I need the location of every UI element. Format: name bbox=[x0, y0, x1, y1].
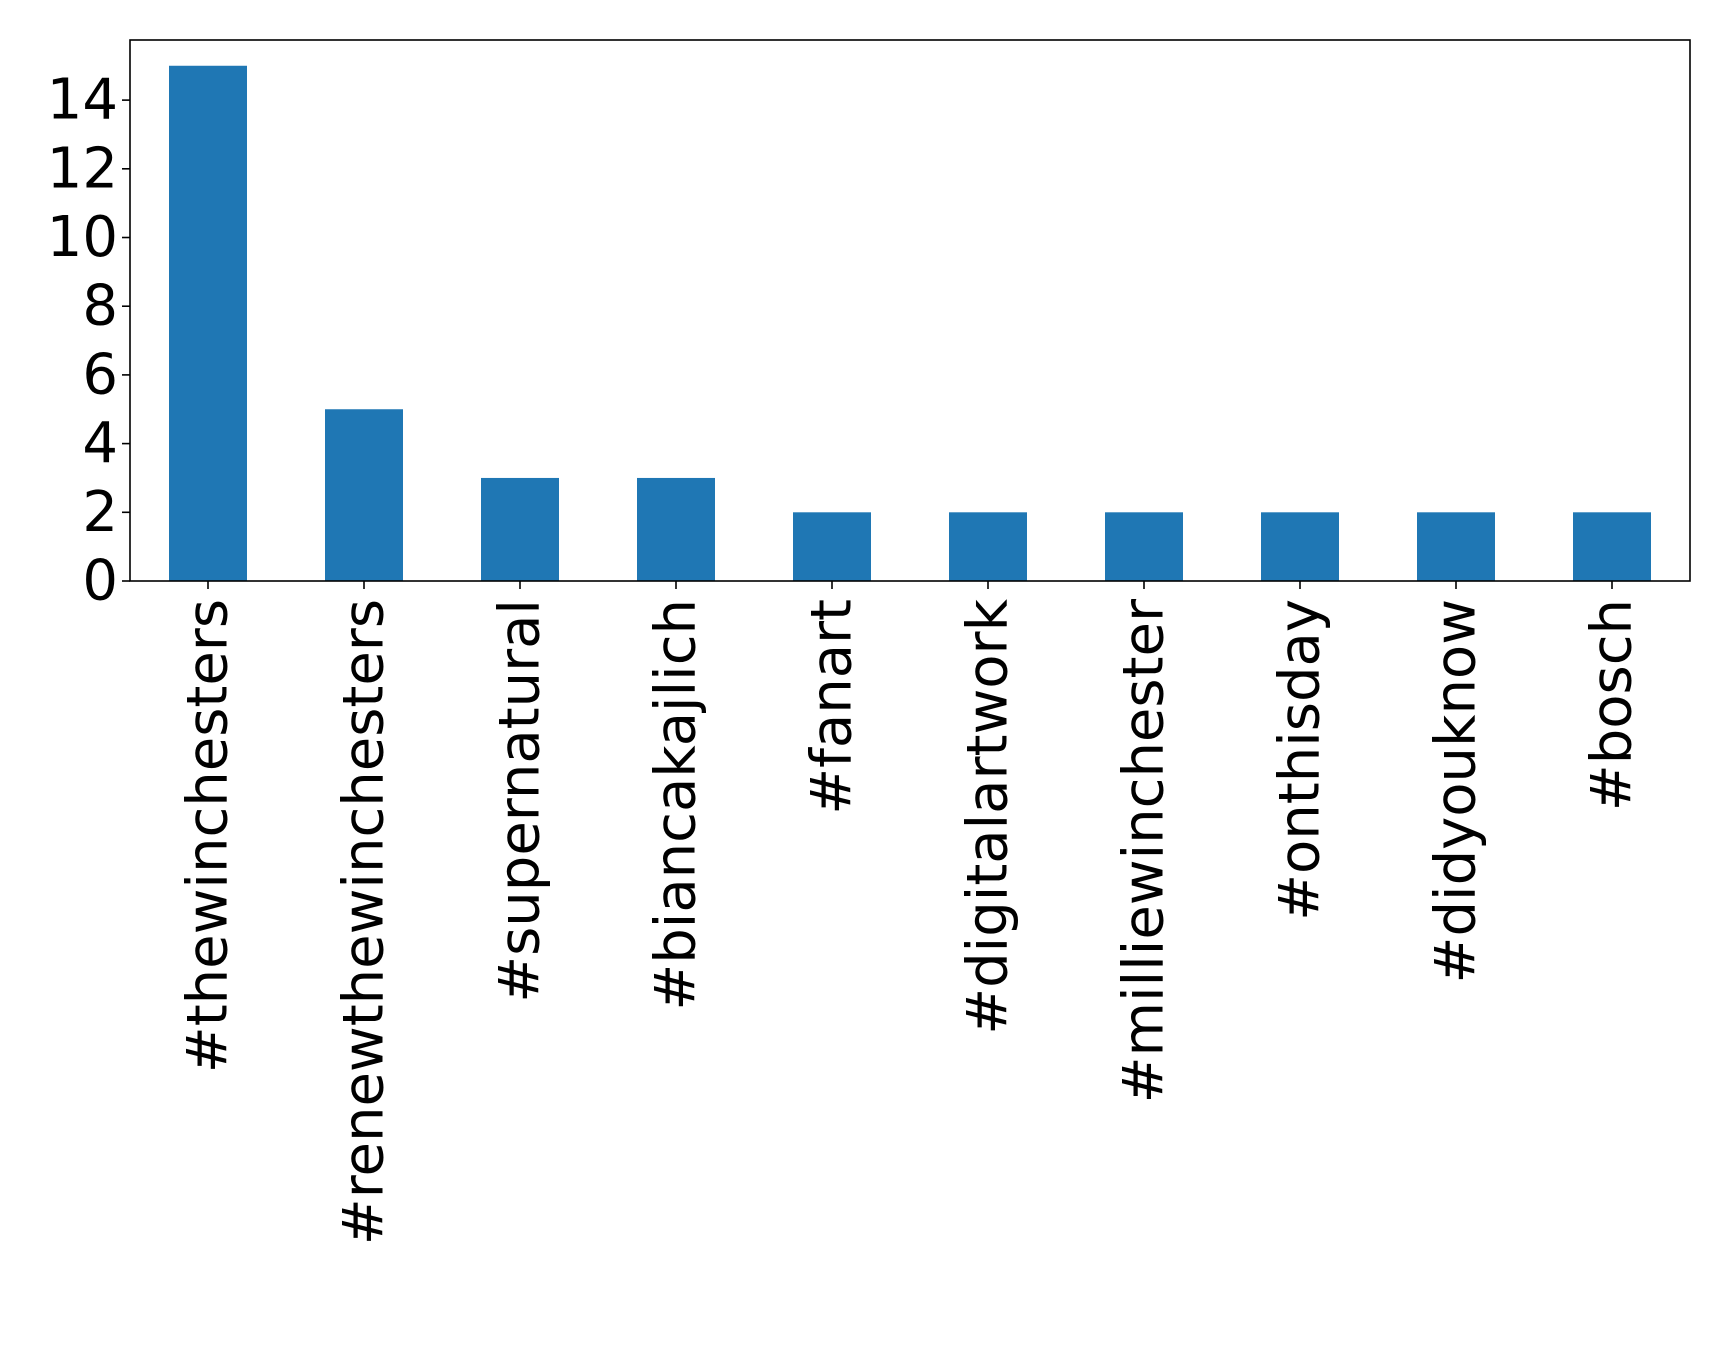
x-tick-label: #fanart bbox=[800, 599, 865, 815]
y-tick-label: 2 bbox=[82, 480, 118, 545]
bar bbox=[1105, 512, 1183, 581]
bar bbox=[1261, 512, 1339, 581]
y-tick-label: 12 bbox=[47, 136, 118, 201]
y-tick-label: 10 bbox=[47, 205, 118, 270]
bar bbox=[325, 409, 403, 581]
y-tick-label: 14 bbox=[47, 68, 118, 133]
y-tick-label: 0 bbox=[82, 549, 118, 614]
x-tick-label: #onthisday bbox=[1268, 599, 1333, 921]
bar bbox=[1417, 512, 1495, 581]
x-tick-label: #digitalartwork bbox=[956, 598, 1021, 1034]
x-tick-label: #supernatural bbox=[488, 599, 553, 1003]
y-tick-label: 6 bbox=[82, 342, 118, 407]
bar bbox=[169, 65, 247, 581]
x-tick-label: #thewinchesters bbox=[176, 599, 241, 1073]
y-tick-label: 8 bbox=[82, 274, 118, 339]
x-tick-label: #didyouknow bbox=[1424, 599, 1489, 983]
bar bbox=[637, 477, 715, 581]
y-tick-label: 4 bbox=[82, 411, 118, 476]
bar bbox=[949, 512, 1027, 581]
plot-frame bbox=[129, 39, 1691, 582]
x-tick-label: #renewthewinchesters bbox=[332, 599, 397, 1245]
bar bbox=[793, 512, 871, 581]
x-axis: #thewinchesters #renewthewinchesters #supe… bbox=[176, 581, 1645, 1245]
bars-layer bbox=[169, 65, 1651, 581]
x-tick-label: #milliewinchester bbox=[1112, 598, 1177, 1103]
x-tick-label: #biancakajlich bbox=[644, 599, 709, 1011]
bar bbox=[481, 477, 559, 581]
x-tick-label: #bosch bbox=[1580, 599, 1645, 811]
bar bbox=[1573, 512, 1651, 581]
